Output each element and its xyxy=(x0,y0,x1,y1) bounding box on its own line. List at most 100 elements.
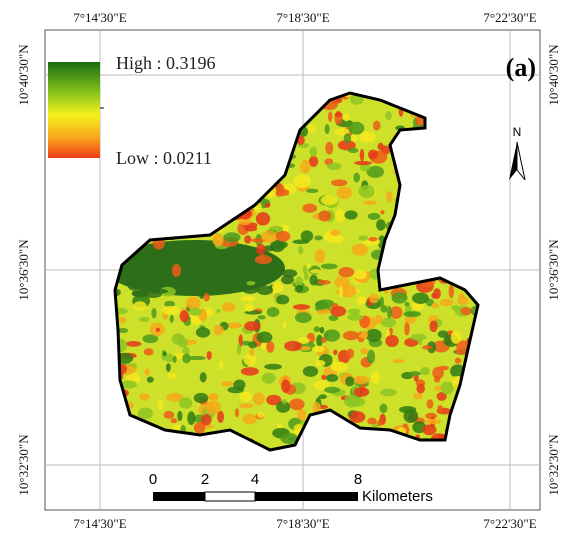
top-coord-label: 7°14'30"E xyxy=(73,10,126,25)
raster-patch xyxy=(170,315,174,323)
raster-patch xyxy=(314,235,323,240)
raster-patch xyxy=(354,387,370,397)
raster-patch xyxy=(331,179,347,186)
raster-patch xyxy=(356,296,367,305)
raster-patch xyxy=(300,160,310,174)
raster-patch xyxy=(360,149,364,161)
raster-patch xyxy=(139,393,150,400)
raster-patch xyxy=(367,418,377,425)
scale-tick-label: 2 xyxy=(201,471,209,488)
raster-patch xyxy=(255,255,272,264)
raster-patch xyxy=(163,351,167,356)
raster-patch xyxy=(243,414,257,425)
raster-patch xyxy=(404,302,409,306)
legend-low: Low : 0.0211 xyxy=(116,148,212,168)
scale-tick-label: 8 xyxy=(354,471,362,488)
top-coord-label: 7°22'30"E xyxy=(483,10,536,25)
raster-patch xyxy=(353,173,360,183)
raster-patch xyxy=(343,331,359,340)
raster-patch xyxy=(390,306,403,319)
raster-patch xyxy=(301,230,313,241)
raster-patch xyxy=(457,296,469,305)
raster-patch xyxy=(173,355,177,362)
scale-tick-label: 0 xyxy=(149,471,157,488)
raster-patch xyxy=(451,305,459,311)
raster-patch xyxy=(293,304,310,310)
raster-patch xyxy=(133,301,146,310)
raster-patch xyxy=(325,124,330,134)
raster-patch xyxy=(361,331,369,339)
raster-patch xyxy=(366,329,382,342)
raster-patch xyxy=(310,147,318,157)
bottom-coord-label: 7°14'30"E xyxy=(73,516,126,531)
raster-patch xyxy=(399,406,416,413)
raster-patch xyxy=(279,266,283,275)
raster-patch xyxy=(352,244,368,256)
raster-patch xyxy=(257,412,264,418)
raster-patch xyxy=(358,235,368,240)
raster-patch xyxy=(440,382,454,395)
raster-patch xyxy=(312,346,325,352)
raster-patch xyxy=(186,297,201,310)
raster-patch xyxy=(156,262,172,268)
raster-patch xyxy=(222,302,235,312)
raster-patch xyxy=(310,269,321,273)
raster-patch xyxy=(210,244,216,256)
raster-patch xyxy=(122,380,137,388)
raster-patch xyxy=(213,325,223,335)
raster-patch xyxy=(272,282,283,293)
raster-patch xyxy=(245,303,254,311)
raster-patch xyxy=(253,392,265,405)
raster-patch xyxy=(156,328,160,332)
raster-patch xyxy=(239,392,252,402)
raster-patch xyxy=(144,348,154,355)
raster-patch xyxy=(162,306,180,315)
raster-patch xyxy=(289,399,304,411)
raster-patch xyxy=(321,375,326,380)
raster-patch xyxy=(302,203,317,212)
raster-patch xyxy=(380,389,397,397)
raster-patch xyxy=(343,113,350,121)
raster-patch xyxy=(358,185,375,198)
raster-patch xyxy=(319,394,327,399)
raster-patch xyxy=(368,150,378,160)
raster-patch xyxy=(171,418,177,423)
raster-patch xyxy=(144,368,150,375)
raster-patch xyxy=(267,307,280,317)
raster-patch xyxy=(325,142,333,155)
raster-patch xyxy=(244,235,251,243)
raster-patch xyxy=(194,393,209,403)
raster-patch xyxy=(221,254,237,264)
raster-patch xyxy=(360,348,368,355)
raster-patch xyxy=(346,349,354,359)
raster-patch xyxy=(250,347,254,356)
raster-patch xyxy=(262,373,276,384)
raster-patch xyxy=(416,384,425,394)
raster-patch xyxy=(460,307,472,315)
raster-patch xyxy=(335,209,345,223)
raster-patch xyxy=(339,267,355,277)
raster-patch xyxy=(257,286,273,295)
raster-patch xyxy=(324,387,340,393)
raster-patch xyxy=(146,268,159,275)
raster-patch xyxy=(315,360,326,366)
raster-patch xyxy=(348,122,364,135)
raster-patch xyxy=(353,375,370,384)
raster-patch xyxy=(266,341,274,353)
raster-patch xyxy=(203,293,209,301)
legend-color-ramp xyxy=(48,62,100,158)
bottom-coord-label: 7°22'30"E xyxy=(483,516,536,531)
raster-patch xyxy=(386,191,392,203)
raster-patch xyxy=(166,363,171,372)
raster-patch xyxy=(201,414,211,425)
raster-patch xyxy=(205,401,221,415)
raster-patch xyxy=(318,211,331,222)
raster-patch xyxy=(425,419,442,424)
raster-patch xyxy=(373,121,380,131)
raster-patch xyxy=(207,351,212,360)
raster-patch xyxy=(296,285,303,292)
raster-patch xyxy=(127,279,139,291)
raster-patch xyxy=(354,161,372,165)
raster-patch xyxy=(144,291,161,298)
raster-patch xyxy=(449,284,454,298)
